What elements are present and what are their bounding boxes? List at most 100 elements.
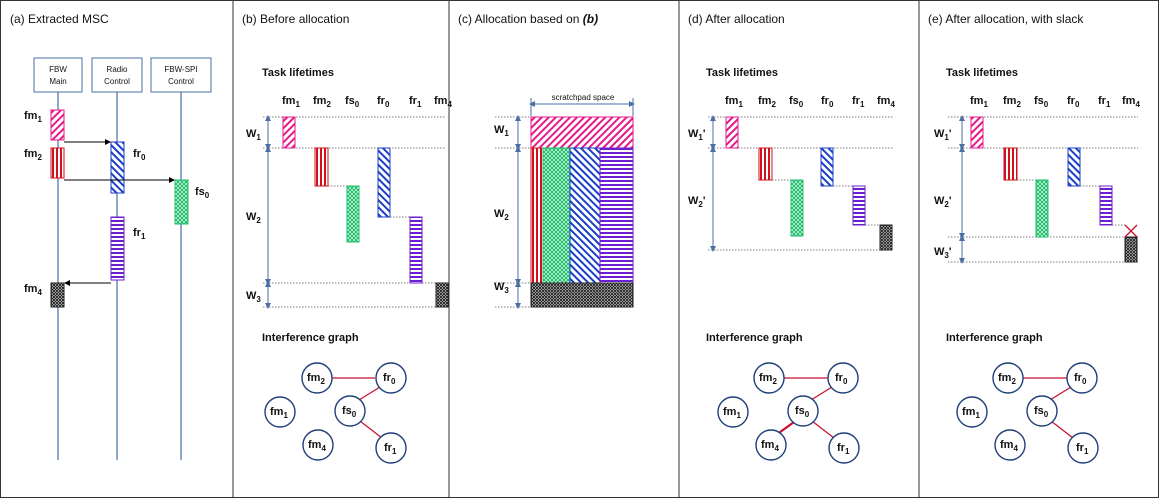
e-edge-fs0-fr0 [1049, 386, 1072, 401]
d-node-fm1 [717, 396, 749, 428]
d-node-fs0 [787, 395, 819, 427]
b-node-fr0 [375, 362, 407, 394]
d-node-fm2-label: fm2 [759, 372, 777, 386]
b-node-fm2 [301, 362, 333, 394]
lane-spi-line1: FBW-SPI [164, 65, 197, 74]
e-bar-fr1 [1099, 185, 1113, 226]
panel-a-title: (a) Extracted MSC [10, 12, 109, 26]
panel-e-interference-graph: Interference graph [946, 332, 1043, 344]
c-label-w2: W2 [494, 208, 509, 222]
d-bar-fr1 [852, 185, 866, 226]
lane-radio-line1: Radio [107, 65, 128, 74]
b-edge-fs0-fr0 [358, 386, 381, 401]
c-scratchpad-label-bg [545, 92, 621, 103]
b-node-fm4-label: fm4 [308, 439, 326, 453]
b-node-fm1 [264, 396, 296, 428]
d-bar-fm4 [879, 224, 893, 251]
b-node-fs0-label: fs0 [342, 405, 357, 419]
e-hdr-fm4: fm4 [1122, 95, 1140, 109]
panel-c: (c) Allocation based on (b) scratchpad s… [458, 12, 635, 309]
msc-bar-fm2 [50, 147, 65, 179]
c-block-fm1 [530, 116, 634, 149]
panel-b-task-lifetimes: Task lifetimes [262, 67, 334, 79]
b-node-fr1-label: fr1 [384, 442, 397, 456]
panel-d-title: (d) After allocation [688, 12, 785, 26]
b-bar-fm2 [314, 147, 329, 187]
d-node-fm4-label: fm4 [761, 439, 779, 453]
e-bar-fm2 [1003, 147, 1018, 181]
e-label-w3p: W3' [934, 246, 952, 260]
d-hdr-fr1: fr1 [852, 95, 865, 109]
lane-box-fbw-spi-control [150, 57, 212, 93]
msc-label-fr0: fr0 [133, 148, 146, 162]
b-node-fr0-label: fr0 [383, 372, 396, 386]
panel-b-interference-graph: Interference graph [262, 332, 359, 344]
e-node-fs0 [1026, 395, 1058, 427]
d-node-fs0-label: fs0 [795, 405, 810, 419]
msc-bar-fr0 [110, 141, 125, 194]
e-edge-fs0-fr1 [1050, 420, 1074, 439]
lane-box-radio-control [91, 57, 143, 93]
b-hdr-fm2: fm2 [313, 95, 331, 109]
d-bar-fs0 [790, 179, 804, 237]
lane-fbw-main-line1: FBW [49, 65, 67, 74]
b-hdr-fs0: fs0 [345, 95, 360, 109]
msc-label-fm1: fm1 [24, 110, 42, 124]
c-block-fs0 [542, 147, 571, 284]
panel-c-title: (c) Allocation based on (b) [458, 12, 598, 26]
e-node-fr0-label: fr0 [1074, 372, 1087, 386]
panel-b: (b) Before allocation Task lifetimes fm1… [242, 12, 452, 464]
b-label-w2: W2 [246, 211, 261, 225]
b-node-fr1 [375, 432, 407, 464]
d-hdr-fm1: fm1 [725, 95, 743, 109]
d-hdr-fr0: fr0 [821, 95, 834, 109]
d-edge-fs0-fr0 [810, 386, 833, 401]
panel-b-title: (b) Before allocation [242, 12, 349, 26]
b-hdr-fm1: fm1 [282, 95, 300, 109]
lane-radio-line2: Control [104, 77, 130, 86]
b-edge-fs0-fr1 [359, 420, 383, 439]
b-bar-fm1 [282, 116, 296, 149]
panel-d-interference-graph: Interference graph [706, 332, 803, 344]
panel-d: (d) After allocation Task lifetimes fm1 … [688, 12, 895, 464]
e-bar-fr0 [1067, 147, 1081, 187]
e-bar-fm4 [1124, 236, 1138, 263]
b-node-fm2-label: fm2 [307, 372, 325, 386]
lane-spi-line2: Control [168, 77, 194, 86]
b-node-fs0 [334, 395, 366, 427]
e-hdr-fr0: fr0 [1067, 95, 1080, 109]
b-node-fm4 [302, 429, 334, 461]
e-bar-fs0 [1035, 179, 1049, 238]
c-block-fm4 [530, 282, 634, 308]
msc-label-fr1: fr1 [133, 227, 146, 241]
d-node-fm1-label: fm1 [723, 406, 741, 420]
b-bar-fm4 [435, 282, 449, 308]
e-node-fs0-label: fs0 [1034, 405, 1049, 419]
e-hdr-fs0: fs0 [1034, 95, 1049, 109]
b-bar-fr0 [377, 147, 391, 218]
d-node-fr1-label: fr1 [837, 442, 850, 456]
e-hdr-fm2: fm2 [1003, 95, 1021, 109]
d-node-fr0-label: fr0 [835, 372, 848, 386]
d-bar-fm2 [758, 147, 773, 181]
b-hdr-fr1: fr1 [409, 95, 422, 109]
c-block-fr1 [599, 147, 634, 284]
e-node-fm1 [956, 396, 988, 428]
panel-d-task-lifetimes: Task lifetimes [706, 67, 778, 79]
c-block-fr0 [569, 147, 601, 284]
b-label-w3: W3 [246, 290, 261, 304]
e-bar-fm1 [970, 116, 984, 149]
panel-a: (a) Extracted MSC FBW Main Radio Control… [10, 12, 212, 460]
d-node-fm4 [755, 429, 787, 461]
e-node-fm1-label: fm1 [962, 406, 980, 420]
e-hdr-fm1: fm1 [970, 95, 988, 109]
e-node-fm4 [994, 429, 1026, 461]
c-scratchpad-label: scratchpad space [552, 93, 615, 102]
b-bar-fr1 [409, 216, 423, 284]
d-bar-fr0 [820, 147, 834, 187]
d-hdr-fs0: fs0 [789, 95, 804, 109]
msc-label-fm2: fm2 [24, 148, 42, 162]
msc-label-fm4: fm4 [24, 283, 42, 297]
e-node-fr0 [1066, 362, 1098, 394]
